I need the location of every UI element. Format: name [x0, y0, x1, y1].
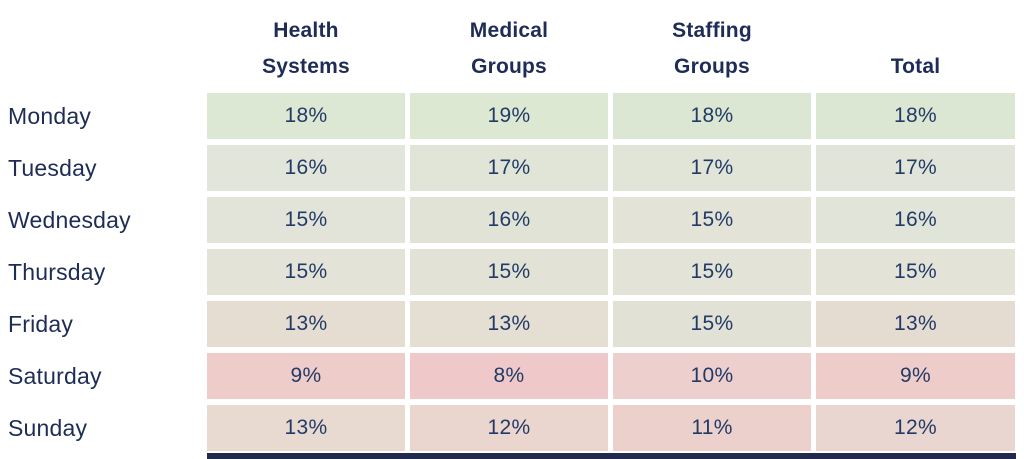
row-label-saturday: Saturday [8, 362, 102, 389]
cell-thursday-staffing-groups: 15% [613, 249, 811, 295]
cropped-next-row-bar [207, 453, 1016, 459]
cell-saturday-staffing-groups: 10% [613, 353, 811, 399]
cell-friday-staffing-groups: 15% [613, 301, 811, 347]
cell-thursday-health-systems: 15% [207, 249, 405, 295]
cell-tuesday-staffing-groups: 17% [613, 145, 811, 191]
cell-friday-total: 13% [816, 301, 1015, 347]
cell-tuesday-health-systems: 16% [207, 145, 405, 191]
cell-wednesday-health-systems: 15% [207, 197, 405, 243]
cell-saturday-total: 9% [816, 353, 1015, 399]
cell-sunday-health-systems: 13% [207, 405, 405, 451]
weekday-share-table: Health Systems Medical Groups Staffing G… [0, 0, 1015, 451]
column-header-medical-groups: Medical Groups [469, 19, 549, 78]
corner-cell [0, 0, 202, 87]
cell-friday-medical-groups: 13% [410, 301, 608, 347]
row-label-tuesday: Tuesday [8, 154, 97, 181]
cell-tuesday-medical-groups: 17% [410, 145, 608, 191]
cell-tuesday-total: 17% [816, 145, 1015, 191]
row-label-friday: Friday [8, 310, 74, 337]
column-header-staffing-groups: Staffing Groups [672, 19, 752, 78]
cell-sunday-staffing-groups: 11% [613, 405, 811, 451]
row-label-sunday: Sunday [8, 414, 88, 441]
row-label-wednesday: Wednesday [8, 206, 131, 233]
cell-wednesday-medical-groups: 16% [410, 197, 608, 243]
cell-thursday-medical-groups: 15% [410, 249, 608, 295]
cell-friday-health-systems: 13% [207, 301, 405, 347]
cell-thursday-total: 15% [816, 249, 1015, 295]
cell-sunday-total: 12% [816, 405, 1015, 451]
cell-saturday-health-systems: 9% [207, 353, 405, 399]
cell-wednesday-total: 16% [816, 197, 1015, 243]
cell-wednesday-staffing-groups: 15% [613, 197, 811, 243]
cell-monday-health-systems: 18% [207, 93, 405, 139]
cell-sunday-medical-groups: 12% [410, 405, 608, 451]
cell-monday-medical-groups: 19% [410, 93, 608, 139]
column-header-health-systems: Health Systems [262, 19, 350, 78]
cell-saturday-medical-groups: 8% [410, 353, 608, 399]
row-label-monday: Monday [8, 102, 92, 129]
column-header-total: Total [890, 55, 941, 78]
cell-monday-staffing-groups: 18% [613, 93, 811, 139]
row-label-thursday: Thursday [8, 258, 106, 285]
cell-monday-total: 18% [816, 93, 1015, 139]
